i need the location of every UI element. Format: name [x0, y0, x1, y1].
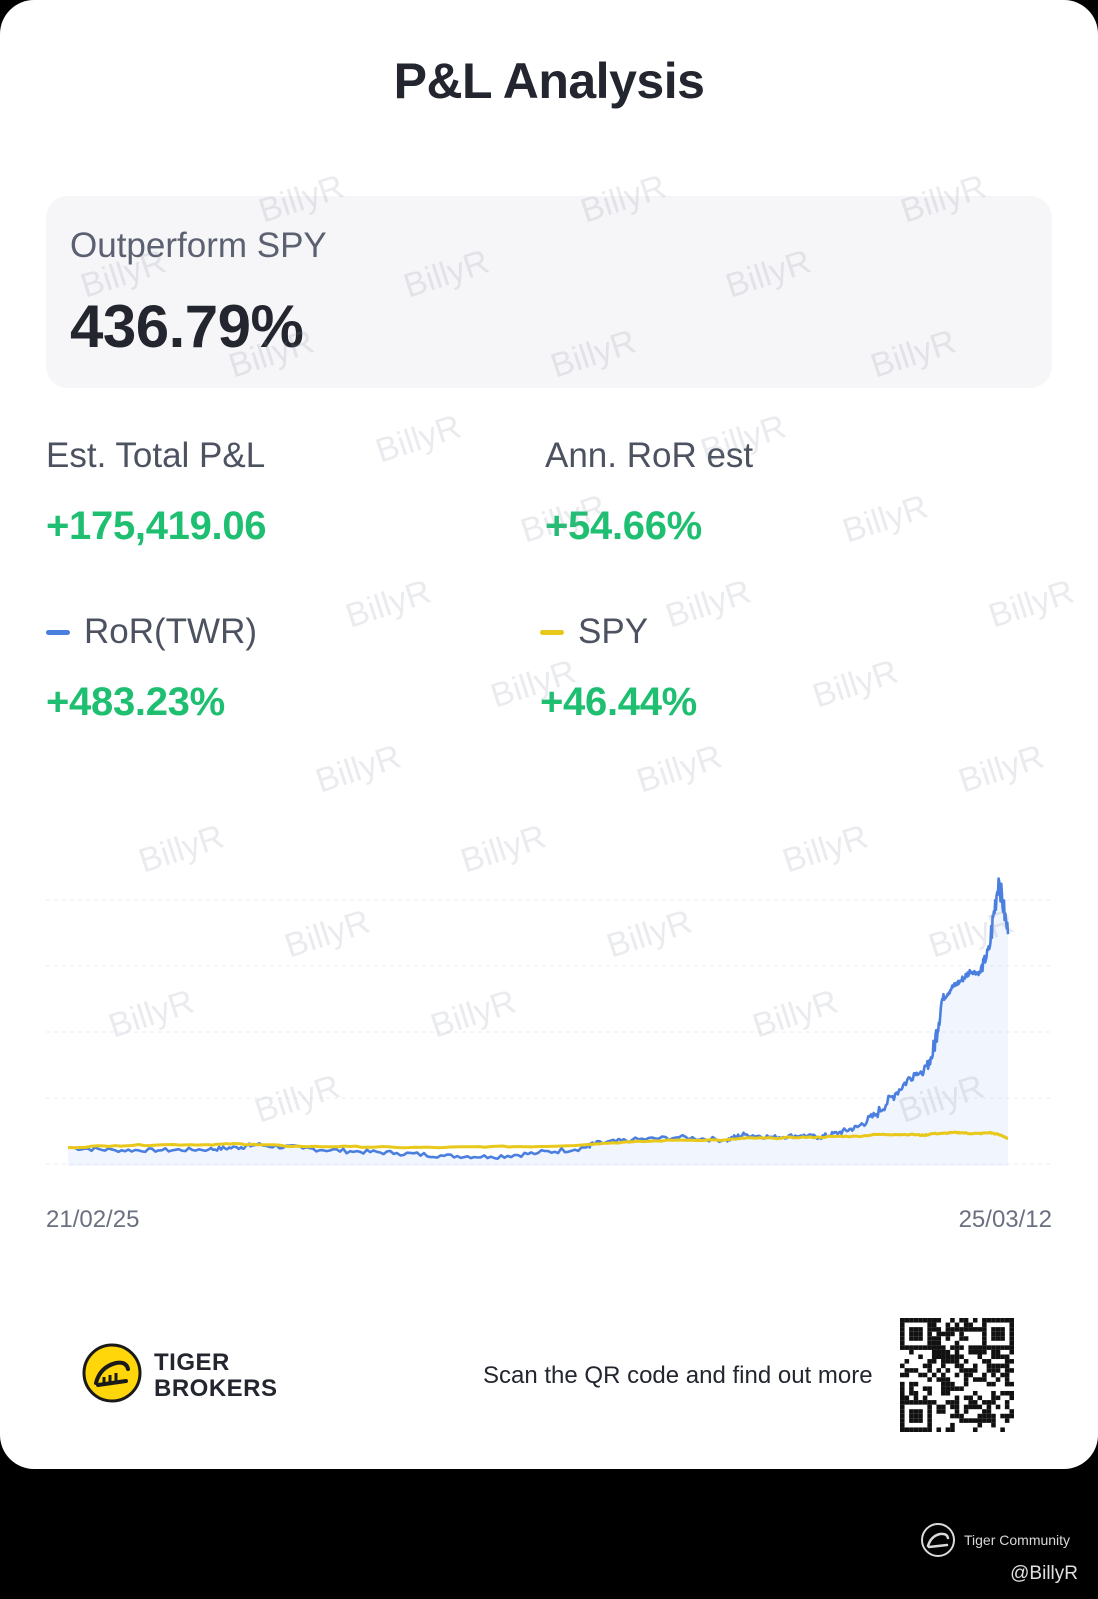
- x-tick-end: 25/03/12: [958, 1206, 1052, 1233]
- outperform-value: 436.79%: [70, 293, 304, 360]
- watermark-text: BillyR: [838, 487, 933, 551]
- scan-text: Scan the QR code and find out more: [483, 1362, 873, 1389]
- watermark-text: BillyR: [371, 407, 466, 471]
- watermark-text: BillyR: [984, 572, 1079, 636]
- ror-twr-line: [67, 877, 1010, 1160]
- ror-legend-swatch: [46, 629, 70, 635]
- watermark-text: BillyR: [632, 737, 727, 801]
- community-text: Tiger Community: [964, 1532, 1071, 1548]
- ror-twr-stat: RoR(TWR) +483.23%: [46, 612, 257, 725]
- watermark-text: BillyR: [311, 737, 406, 801]
- ann-ror-label: Ann. RoR est: [545, 436, 754, 475]
- chart-svg: [46, 877, 1052, 1166]
- ann-ror-value: +54.66%: [545, 504, 702, 548]
- total-pl-label: Est. Total P&L: [46, 436, 266, 475]
- spy-value: +46.44%: [540, 680, 697, 724]
- watermark-text: BillyR: [341, 572, 436, 636]
- brand-line-1: TIGER: [154, 1349, 230, 1376]
- ror-twr-label: RoR(TWR): [84, 612, 258, 651]
- page-title: P&L Analysis: [393, 53, 705, 109]
- tiger-logo-icon: [82, 1343, 142, 1403]
- user-handle: @BillyR: [1010, 1563, 1078, 1584]
- tiger-community-icon: [921, 1523, 955, 1557]
- outperform-panel: Outperform SPY 436.79%: [46, 196, 1052, 388]
- total-pl-value: +175,419.06: [46, 504, 267, 548]
- watermark-text: BillyR: [954, 737, 1049, 801]
- spy-label: SPY: [578, 612, 649, 651]
- spy-line: [67, 1130, 1009, 1150]
- brand-name: TIGER BROKERS: [154, 1350, 278, 1402]
- brand-line-2: BROKERS: [154, 1375, 278, 1402]
- watermark-text: BillyR: [808, 652, 903, 716]
- spy-legend-swatch: [540, 629, 564, 635]
- community-badge: Tiger Community: [920, 1522, 1070, 1558]
- x-tick-start: 21/02/25: [46, 1206, 140, 1233]
- ror-area-fill: [68, 878, 1008, 1166]
- spy-stat: SPY +46.44%: [540, 612, 697, 725]
- pl-analysis-card: P&L Analysis Outperform SPY 436.79% Est.…: [0, 0, 1098, 1469]
- pl-line-chart: [46, 840, 1052, 1200]
- ann-ror-stat: Ann. RoR est +54.66%: [545, 436, 753, 549]
- total-pl-stat: Est. Total P&L +175,419.06: [46, 436, 267, 549]
- qr-code[interactable]: [900, 1318, 1014, 1432]
- outperform-label: Outperform SPY: [70, 226, 327, 265]
- ror-twr-value: +483.23%: [46, 680, 225, 724]
